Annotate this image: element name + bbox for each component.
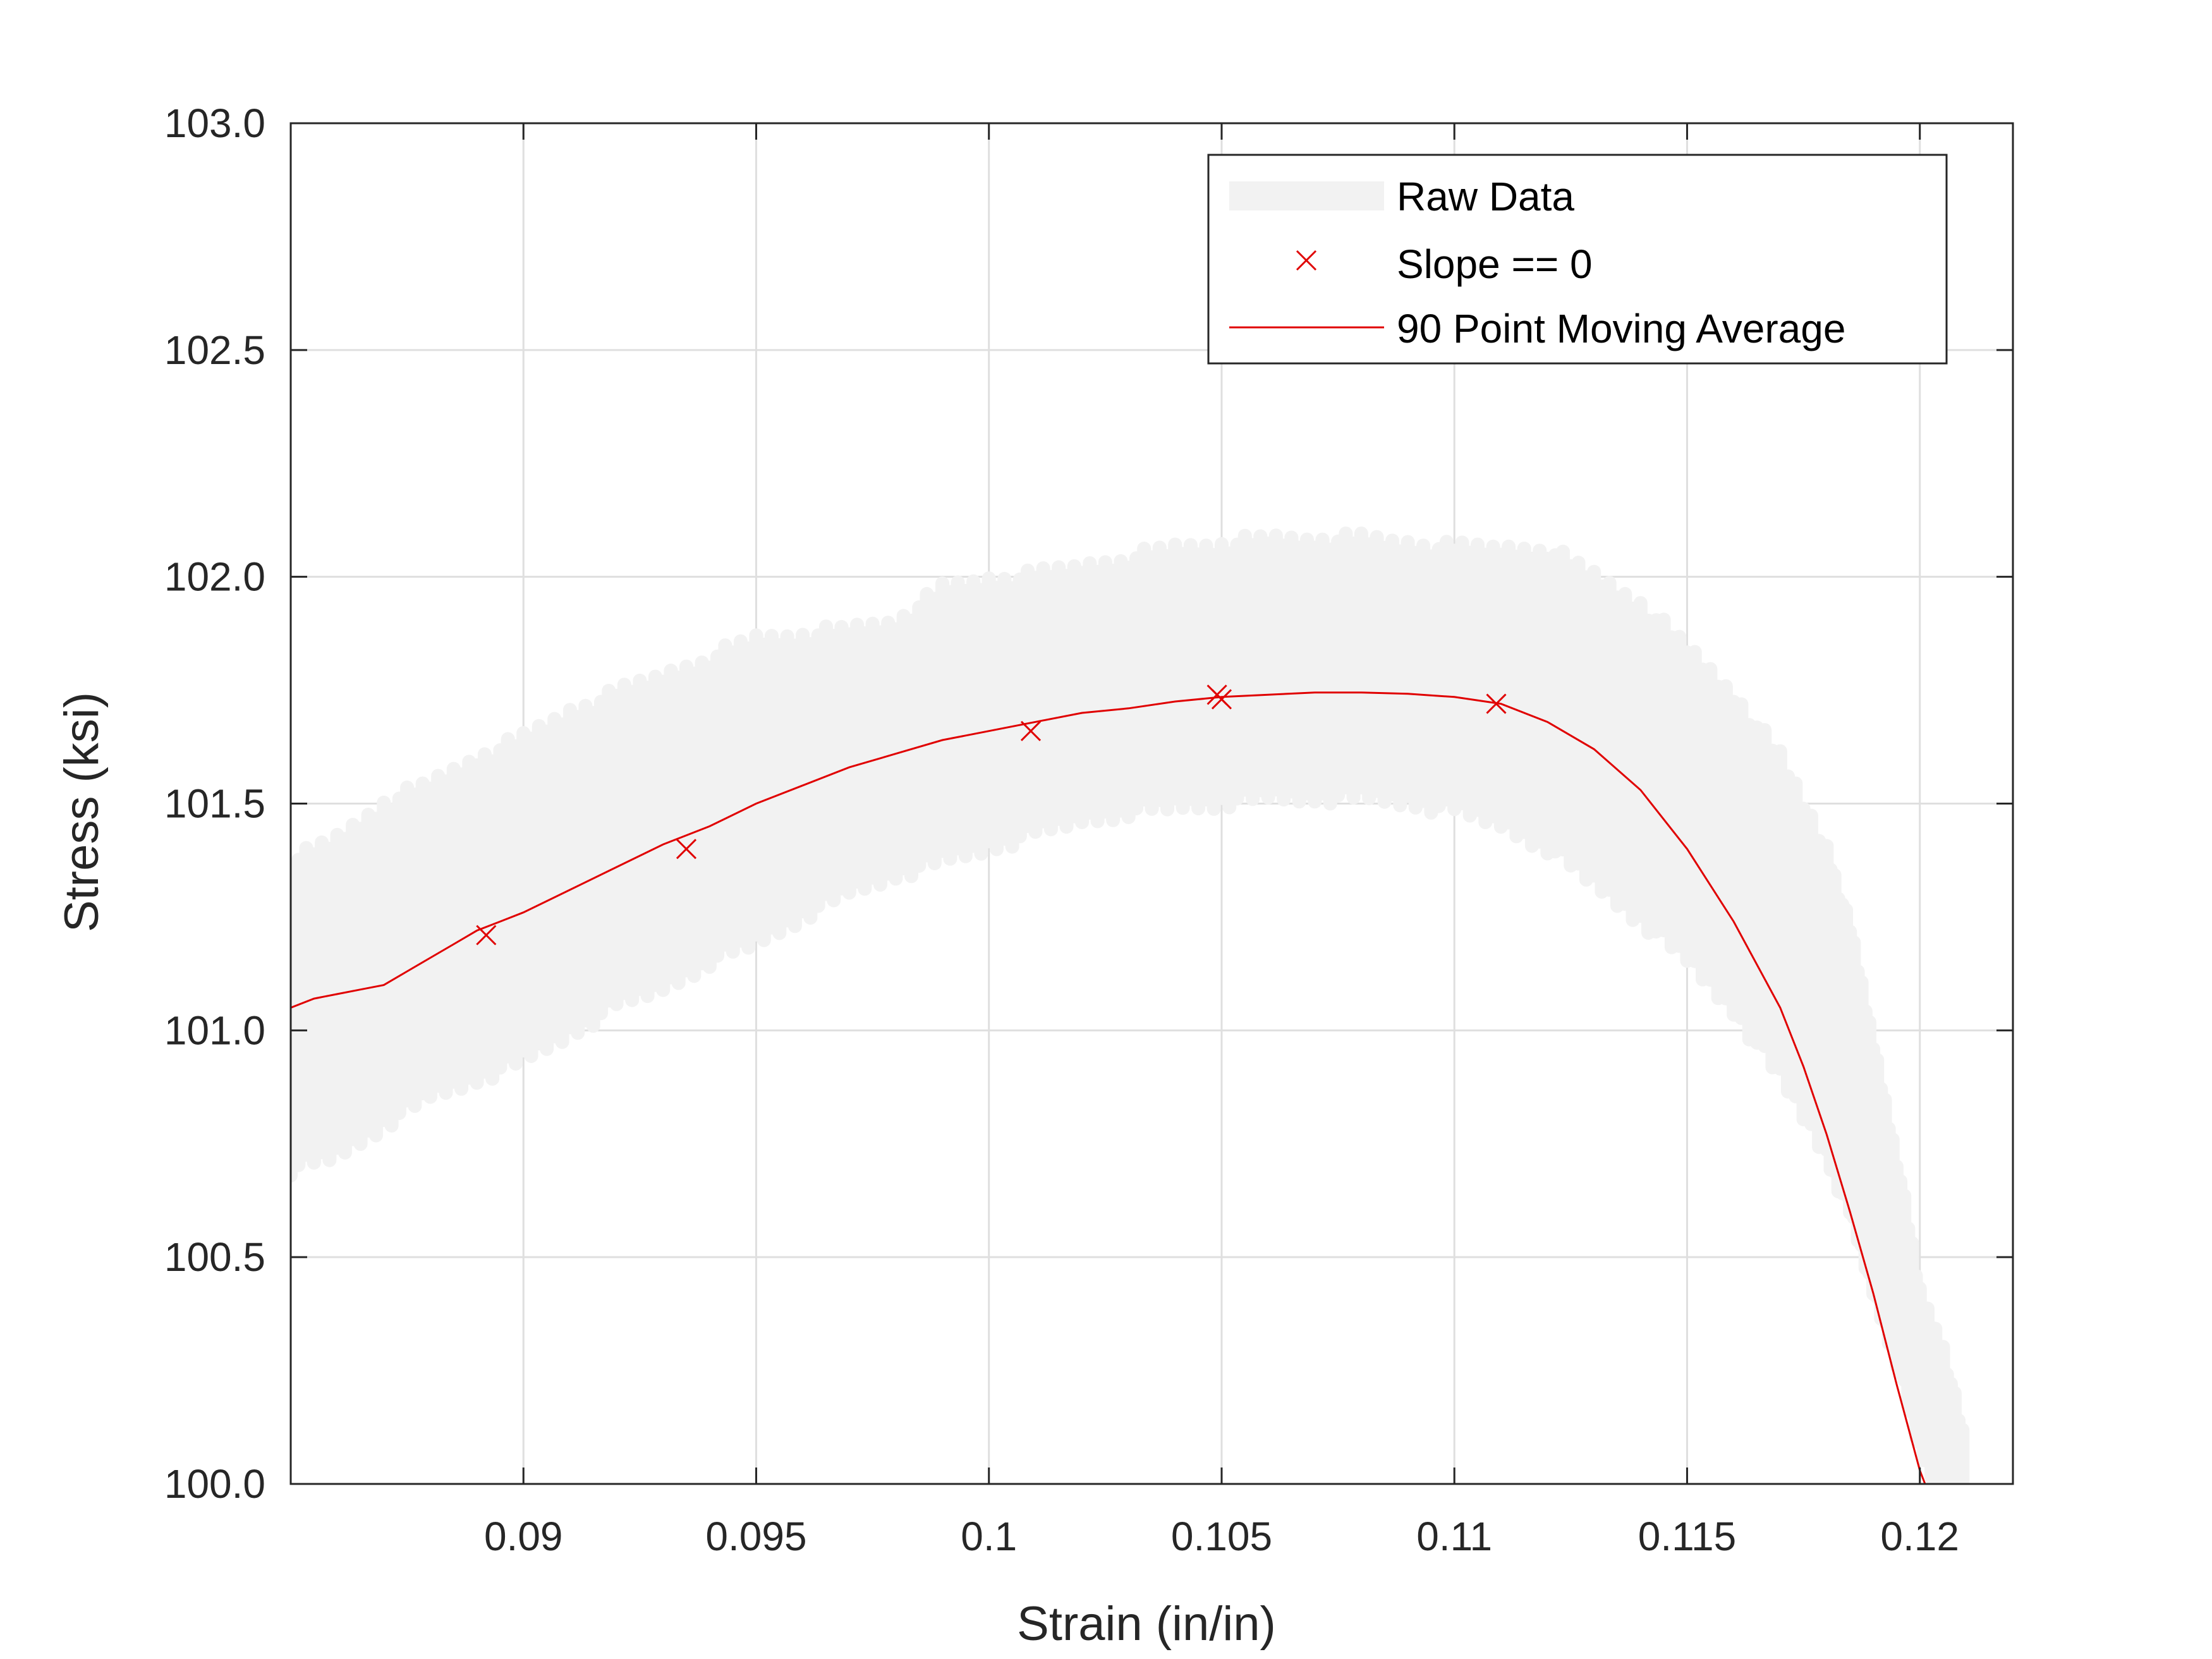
y-tick-label: 100.0 xyxy=(164,1461,265,1507)
x-tick-label: 0.09 xyxy=(484,1514,563,1559)
x-tick-label: 0.11 xyxy=(1416,1514,1492,1559)
plot-frame xyxy=(289,122,2014,1485)
y-tick-label: 101.0 xyxy=(164,1007,265,1053)
legend-slope-marker-icon xyxy=(1296,250,1317,271)
legend: Raw Data Slope == 0 90 Point Moving Aver… xyxy=(1207,154,1948,365)
slope-zero-marker xyxy=(476,925,497,945)
x-tick-label: 0.12 xyxy=(1880,1514,1959,1559)
slope-zero-marker xyxy=(676,839,697,860)
moving-average-series xyxy=(291,691,1926,1484)
slope-zero-marker xyxy=(1486,693,1507,714)
y-tick-label: 100.5 xyxy=(164,1234,265,1280)
x-axis-title: Strain (in/in) xyxy=(1017,1597,1276,1651)
y-axis-title: Stress (ksi) xyxy=(55,692,109,932)
legend-raw-data-swatch xyxy=(1229,181,1384,210)
legend-label-raw-data: Raw Data xyxy=(1397,174,1574,219)
raw-data-series xyxy=(291,526,1970,1484)
legend-label-moving-average: 90 Point Moving Average xyxy=(1397,306,1845,351)
y-tick-label: 103.0 xyxy=(164,100,265,146)
x-tick-label: 0.115 xyxy=(1638,1514,1736,1559)
slope-zero-marker xyxy=(1211,689,1232,710)
y-tick-label: 102.0 xyxy=(164,554,265,600)
axes xyxy=(289,122,2014,1485)
tick-labels: 0.09 0.095 0.1 0.105 0.11 0.115 0.12 100.0 100.5… xyxy=(164,100,1959,1559)
legend-label-slope-zero: Slope == 0 xyxy=(1397,241,1593,287)
x-tick-label: 0.095 xyxy=(705,1514,806,1559)
legend-x-marker xyxy=(1296,250,1317,271)
x-tick-label: 0.105 xyxy=(1171,1514,1272,1559)
moving-average-line xyxy=(291,691,1926,1484)
slope-zero-marker xyxy=(1020,720,1042,741)
y-tick-label: 101.5 xyxy=(164,781,265,827)
slope-zero-markers xyxy=(476,684,1507,945)
x-tick-label: 0.1 xyxy=(961,1514,1017,1559)
y-tick-label: 102.5 xyxy=(164,327,265,373)
